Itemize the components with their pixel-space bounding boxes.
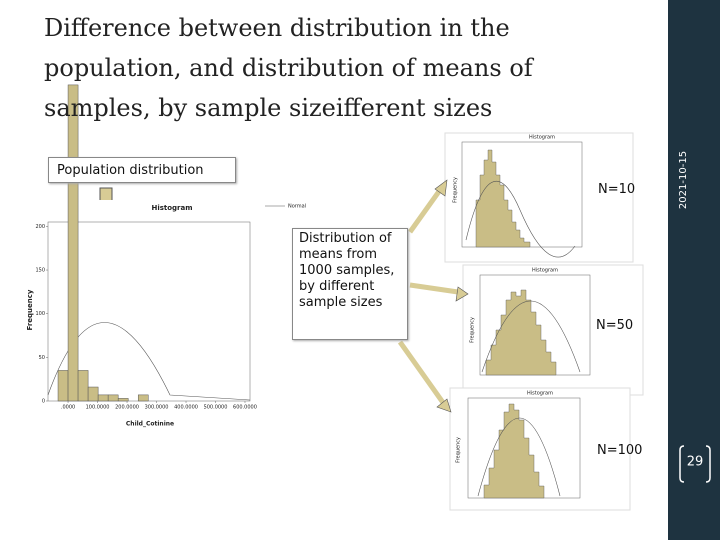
bar bbox=[117, 398, 129, 402]
page-number: 29 bbox=[687, 455, 704, 470]
x-tick-label: 400.0000 bbox=[174, 405, 198, 411]
bar bbox=[107, 394, 119, 402]
title-line: samples, by sample sizeifferent sizes bbox=[44, 94, 493, 122]
small-histogram: Histogram Frequency bbox=[449, 387, 631, 511]
small-histogram: Histogram Frequency bbox=[462, 264, 644, 396]
arrow-heads bbox=[434, 179, 469, 413]
bar bbox=[97, 394, 109, 402]
y-tick-label: 50 bbox=[39, 355, 45, 361]
small-y-label: Frequency bbox=[456, 437, 462, 463]
means-label: Distribution of means from 1000 samples,… bbox=[292, 228, 408, 340]
histogram-chart: Histogram Frequency Child_Cotinine Norma… bbox=[26, 84, 306, 428]
arrows bbox=[397, 188, 459, 406]
small-title: Histogram bbox=[527, 391, 553, 397]
y-tick-label: 0 bbox=[42, 399, 45, 405]
x-tick-label: 200.0000 bbox=[115, 405, 139, 411]
page-brackets bbox=[679, 445, 711, 483]
small-title: Histogram bbox=[529, 135, 555, 141]
bar bbox=[87, 386, 99, 402]
y-tick-label: 100 bbox=[35, 311, 45, 317]
y-tick-label: 200 bbox=[35, 224, 45, 230]
y-tick-label: 150 bbox=[35, 268, 45, 274]
y-axis-label: Frequency bbox=[26, 289, 34, 330]
small-y-label: Frequency bbox=[453, 177, 459, 203]
population-label: Population distribution bbox=[48, 157, 236, 183]
n-label: N=100 bbox=[597, 443, 643, 458]
normal-curve bbox=[47, 322, 251, 401]
small-y-label: Frequency bbox=[470, 317, 476, 343]
bar bbox=[57, 370, 69, 402]
chart-title: Histogram bbox=[151, 204, 192, 212]
x-tick-label: 100.0000 bbox=[86, 405, 110, 411]
x-tick-label: 500.0000 bbox=[204, 405, 228, 411]
n-label: N=50 bbox=[596, 318, 634, 333]
x-tick-label: .0000 bbox=[61, 405, 75, 411]
date: 2021-10-15 bbox=[678, 151, 689, 209]
small-title: Histogram bbox=[532, 268, 558, 274]
title-line: population, and distribution of means of bbox=[44, 54, 533, 82]
bar bbox=[77, 370, 89, 402]
x-tick-label: 300.0000 bbox=[145, 405, 169, 411]
legend-label: Normal bbox=[288, 204, 306, 210]
small-histogram: Histogram Frequency bbox=[444, 132, 634, 263]
bar bbox=[137, 394, 149, 402]
n-label: N=10 bbox=[598, 182, 636, 197]
plot-frame bbox=[47, 221, 251, 402]
x-axis-label: Child_Cotinine bbox=[126, 421, 174, 428]
title-line: Difference between distribution in the bbox=[44, 14, 510, 42]
bar bbox=[67, 84, 79, 402]
side-bar bbox=[668, 0, 720, 540]
x-tick-label: 600.0000 bbox=[233, 405, 257, 411]
